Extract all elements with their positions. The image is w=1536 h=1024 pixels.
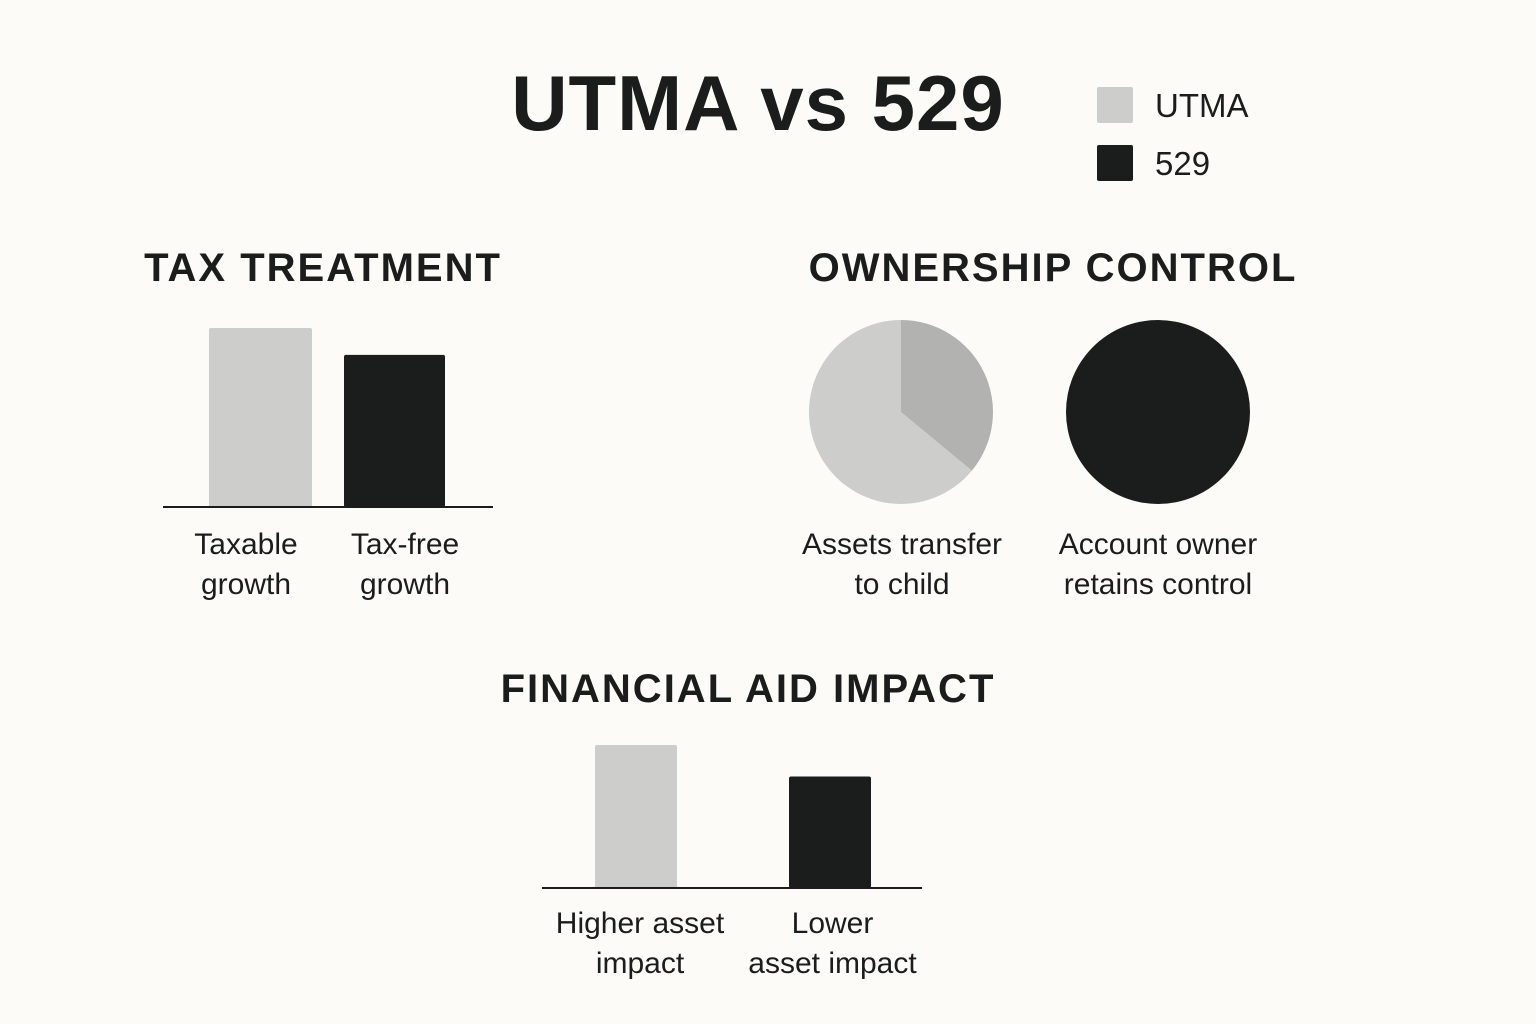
- financial-aid-title: FINANCIAL AID IMPACT: [500, 667, 996, 711]
- legend-label-utma: UTMA: [1155, 86, 1249, 124]
- ownership-utma-pie-slice-0: [809, 320, 972, 504]
- tax-treatment-title: TAX TREATMENT: [144, 246, 502, 290]
- tax-bar-529: [344, 354, 445, 507]
- legend-swatch-529: [1097, 145, 1133, 181]
- legend-swatch-utma: [1097, 87, 1133, 123]
- legend-item-529: 529: [1097, 143, 1249, 183]
- main-title: UTMA vs 529: [511, 59, 1005, 147]
- aid-bar-529: [789, 776, 871, 888]
- tax-category-label-utma: Taxable growth: [194, 528, 298, 601]
- legend-item-utma: UTMA: [1097, 85, 1249, 125]
- ownership-label-529: Account owner retains control: [1058, 528, 1258, 601]
- aid-category-label-529: Lower asset impact: [748, 907, 917, 980]
- ownership-529-pie-slice-0: [1066, 320, 1250, 504]
- ownership-control-chart: [809, 320, 1250, 504]
- legend: UTMA 529: [1097, 85, 1249, 183]
- legend-label-529: 529: [1155, 144, 1211, 182]
- aid-bar-utma: [595, 745, 677, 888]
- ownership-control-title: OWNERSHIP CONTROL: [808, 246, 1298, 290]
- ownership-label-utma: Assets transfer to child: [801, 528, 1003, 601]
- ownership-utma-pie-slice-1: [901, 320, 993, 471]
- tax-category-label-529: Tax-free growth: [350, 528, 460, 601]
- aid-category-label-utma: Higher asset impact: [555, 907, 725, 980]
- tax-bar-utma: [209, 328, 312, 507]
- financial-aid-chart: [542, 745, 922, 889]
- tax-treatment-chart: [163, 328, 493, 508]
